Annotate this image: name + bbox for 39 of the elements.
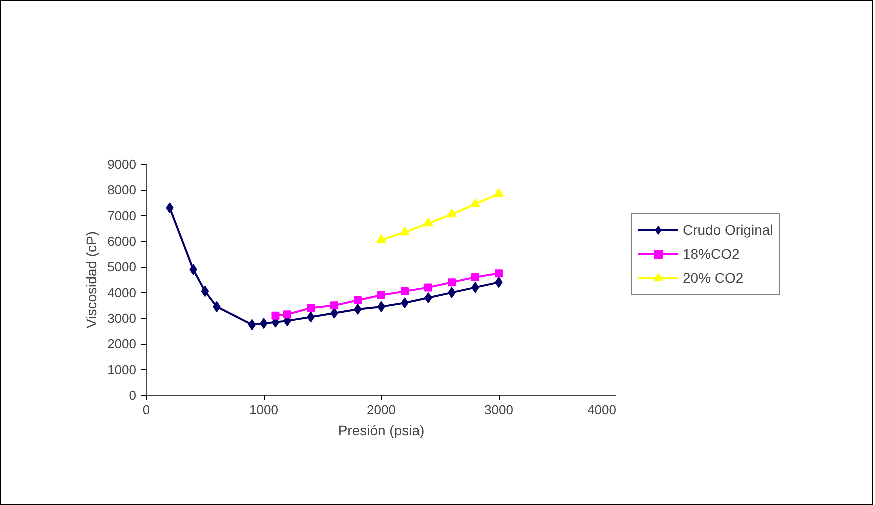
- legend-label: 20% CO2: [683, 270, 744, 286]
- point: [330, 302, 338, 310]
- point: [495, 270, 503, 278]
- point: [284, 310, 292, 319]
- legend-label: Crudo Original: [683, 222, 774, 238]
- y-tick-label: 8000: [108, 182, 136, 198]
- point: [470, 198, 480, 208]
- y-tick-label: 3000: [108, 311, 136, 326]
- x-tick-label: 2000: [367, 402, 396, 418]
- point: [472, 273, 480, 282]
- point: [448, 278, 456, 287]
- point: [424, 218, 434, 227]
- x-tick-label: 4000: [588, 402, 616, 418]
- y-tick-label: 1000: [108, 362, 136, 378]
- point: [424, 284, 432, 292]
- x-tick-label: 3000: [484, 402, 514, 418]
- x-tick-label: 0: [142, 402, 150, 418]
- point: [401, 288, 409, 296]
- y-tick-label: 7000: [108, 208, 136, 224]
- point: [494, 188, 504, 198]
- legend-label: 18%CO2: [683, 246, 740, 262]
- point: [248, 319, 256, 330]
- y-tick-label: 2000: [108, 336, 136, 352]
- point: [272, 312, 280, 320]
- y-tick-label: 6000: [108, 234, 136, 249]
- y-tick-label: 9000: [108, 157, 136, 172]
- point: [447, 208, 457, 218]
- x-tick-label: 1000: [250, 402, 278, 418]
- x-axis-title: Presión (psia): [338, 422, 425, 438]
- y-tick-label: 0: [129, 388, 137, 403]
- point: [376, 234, 386, 244]
- point: [201, 286, 210, 298]
- point: [400, 226, 410, 236]
- point: [378, 291, 386, 300]
- point: [307, 304, 315, 312]
- point: [354, 296, 362, 305]
- y-axis-title: Viscosidad (cP): [84, 231, 100, 328]
- y-tick-label: 4000: [108, 285, 136, 300]
- y-tick-label: 5000: [108, 260, 136, 275]
